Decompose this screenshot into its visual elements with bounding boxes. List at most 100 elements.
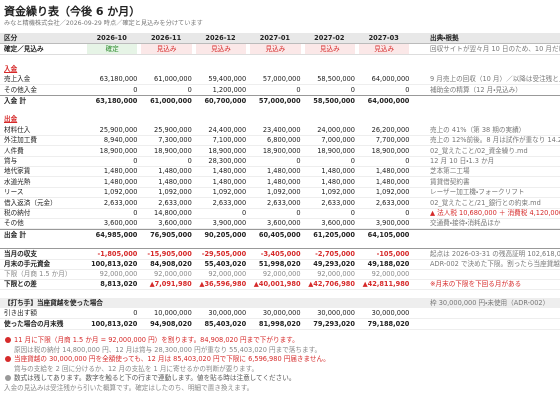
cell-value: 0	[350, 157, 355, 165]
cell-value: ▲40,001,980	[253, 280, 301, 289]
status-badge: 見込み	[250, 44, 301, 55]
data-row: 賞与 0 0 28,300,000 0 0 0 12 月 10 日・1.3 か月	[0, 156, 560, 167]
status-row: 確定／見込み 確定 見込み 見込み 見込み 見込み 見込み 回収サイトが翌々月 10 日のため…	[0, 44, 560, 56]
data-row: 地代家賃 1,480,000 1,480,000 1,480,000 1,480,000…	[0, 166, 560, 178]
cell-value: -1,805,000	[97, 250, 138, 259]
cell-value: 2,633,000	[158, 198, 192, 207]
section-title: 入金	[0, 64, 560, 74]
cell-value: 2,633,000	[321, 198, 355, 207]
cell-value: 30,000,000	[317, 309, 355, 318]
cell-value: 18,900,000	[208, 146, 247, 155]
section-title: 出金	[0, 114, 560, 124]
cell-value: 0	[133, 209, 138, 217]
cell-value: 90,205,000	[204, 230, 247, 239]
row-label: 当月の収支	[4, 250, 37, 259]
row-label: 出金 計	[4, 230, 27, 239]
cell-value: 94,908,020	[150, 319, 192, 328]
cell-value: 1,092,000	[212, 188, 247, 197]
cell-value: -3,405,000	[260, 250, 301, 259]
row-note: 芝本第二工場	[430, 167, 470, 176]
cell-value: 81,998,020	[258, 319, 301, 328]
cell-value: 1,480,000	[212, 177, 247, 186]
cell-value: 55,403,020	[204, 259, 247, 268]
bullet-icon	[5, 337, 11, 343]
cell-value: ▲36,596,980	[199, 280, 247, 289]
cell-value: -29,505,000	[201, 250, 247, 259]
cell-value: 61,000,000	[154, 75, 192, 84]
cell-value: 2,633,000	[103, 198, 138, 207]
cell-value: 1,480,000	[158, 177, 192, 186]
column-header: 2027-02	[314, 34, 345, 42]
cell-value: 18,900,000	[99, 146, 138, 155]
row-label: 地代家賃	[4, 167, 31, 176]
cell-value: 7,300,000	[158, 136, 192, 145]
cell-value: 1,480,000	[212, 167, 247, 176]
note-item: 数式は残してあります。数字を触ると下の行まで連動します。値を貼る時は注意してくだ…	[0, 373, 560, 383]
cell-value: 3,900,000	[375, 219, 410, 228]
row-label: 外注加工費	[4, 136, 37, 145]
cell-value: 0	[133, 85, 138, 94]
cell-value: 0	[350, 209, 355, 217]
cell-value: 92,000,000	[262, 270, 301, 278]
cell-value: ▲7,091,980	[149, 280, 192, 289]
data-row: 税の納付 0 14,800,000 0 0 0 0 ▲ 法人税 10,680,000 ＋ 消費…	[0, 208, 560, 219]
balance-row: 当月の収支 -1,805,000 -15,905,000 -29,505,000 -3,…	[0, 248, 560, 261]
column-header: 2026-12	[205, 34, 236, 42]
cell-value: 61,000,000	[150, 97, 192, 105]
cell-value: 76,905,000	[150, 230, 192, 239]
row-label: その他入金	[4, 85, 37, 94]
row-label: 月末の手元資金	[4, 259, 51, 268]
note-sub: 原因は税の納付 14,800,000 円、12 月は賞与 28,300,000 …	[14, 345, 322, 354]
cell-value: 57,000,000	[258, 97, 301, 105]
row-note: 9 月売上の回収（10 月）／以降は受注残と見込	[430, 75, 560, 84]
cell-value: 1,092,000	[321, 188, 355, 197]
cell-value: 58,500,000	[317, 75, 355, 84]
bullet-icon	[5, 356, 11, 362]
row-label: 売上入金	[4, 75, 31, 84]
balance-row: 下限（月商 1.5 か月） 92,000,000 92,000,000 92,000,…	[0, 269, 560, 280]
row-note: レーザー加工機・フォークリフト	[430, 188, 525, 197]
cell-value: 51,998,020	[258, 259, 301, 268]
cell-value: 0	[405, 157, 410, 165]
column-header: 2027-03	[368, 34, 399, 42]
row-note: 賃貸借契約書	[430, 177, 470, 186]
row-note: 起点は 2026-03-31 の残高証明 102,618,020	[430, 250, 560, 259]
cell-value: 24,400,000	[208, 125, 247, 134]
cell-value: 0	[405, 85, 410, 94]
cell-value: 3,600,000	[321, 219, 355, 228]
cell-value: 64,000,000	[371, 75, 410, 84]
column-header: 2027-01	[259, 34, 291, 42]
row-note: 交通費・接待・消耗品ほか	[430, 219, 501, 228]
row-label: 人件費	[4, 146, 24, 155]
cell-value: 1,480,000	[158, 167, 192, 176]
cell-value: 26,200,000	[371, 125, 410, 134]
cell-value: 8,813,020	[100, 280, 138, 289]
row-note: ADR-002 で決めた下限。割ったら当座貸越を使う	[430, 259, 560, 268]
note-text: 当座貸越の 30,000,000 円を全額使っても、12 月は 85,403,0…	[14, 355, 330, 363]
cell-value: 60,405,000	[258, 230, 301, 239]
column-header: 出典・根拠	[430, 34, 459, 42]
total-row: 出金 計 64,985,000 76,905,000 90,205,000 60,405…	[0, 228, 560, 240]
cell-value: -2,705,000	[315, 250, 355, 259]
row-label: 借入返済（元金）	[4, 198, 57, 207]
cell-value: 1,092,000	[267, 188, 301, 197]
cell-value: 1,480,000	[321, 167, 355, 176]
data-row: 材料仕入 25,900,000 25,900,000 24,400,000 23,400…	[0, 125, 560, 136]
cell-value: 0	[405, 209, 410, 217]
cell-value: 0	[133, 157, 138, 165]
row-note: ※月末の下限を下回る月がある	[430, 280, 522, 289]
cell-value: 1,480,000	[103, 167, 138, 176]
cell-value: 92,000,000	[99, 270, 138, 278]
cell-value: 1,480,000	[267, 177, 301, 186]
cell-value: 63,180,000	[99, 75, 138, 84]
cell-value: 0	[296, 209, 301, 217]
cell-value: 49,293,020	[313, 259, 355, 268]
cell-value: 0	[133, 309, 138, 318]
row-label: 入金 計	[4, 97, 27, 105]
cell-value: -105,000	[376, 250, 410, 259]
row-note: 回収サイトが翌々月 10 日のため、10 月だけ確定	[430, 45, 560, 54]
cell-value: 0	[241, 209, 247, 217]
row-note: 02_覚えたこと/02_資金繰り.md	[430, 146, 528, 155]
status-badge: 見込み	[304, 44, 355, 55]
row-note: 売上の 41%（第 38 期の実績）	[430, 125, 526, 134]
